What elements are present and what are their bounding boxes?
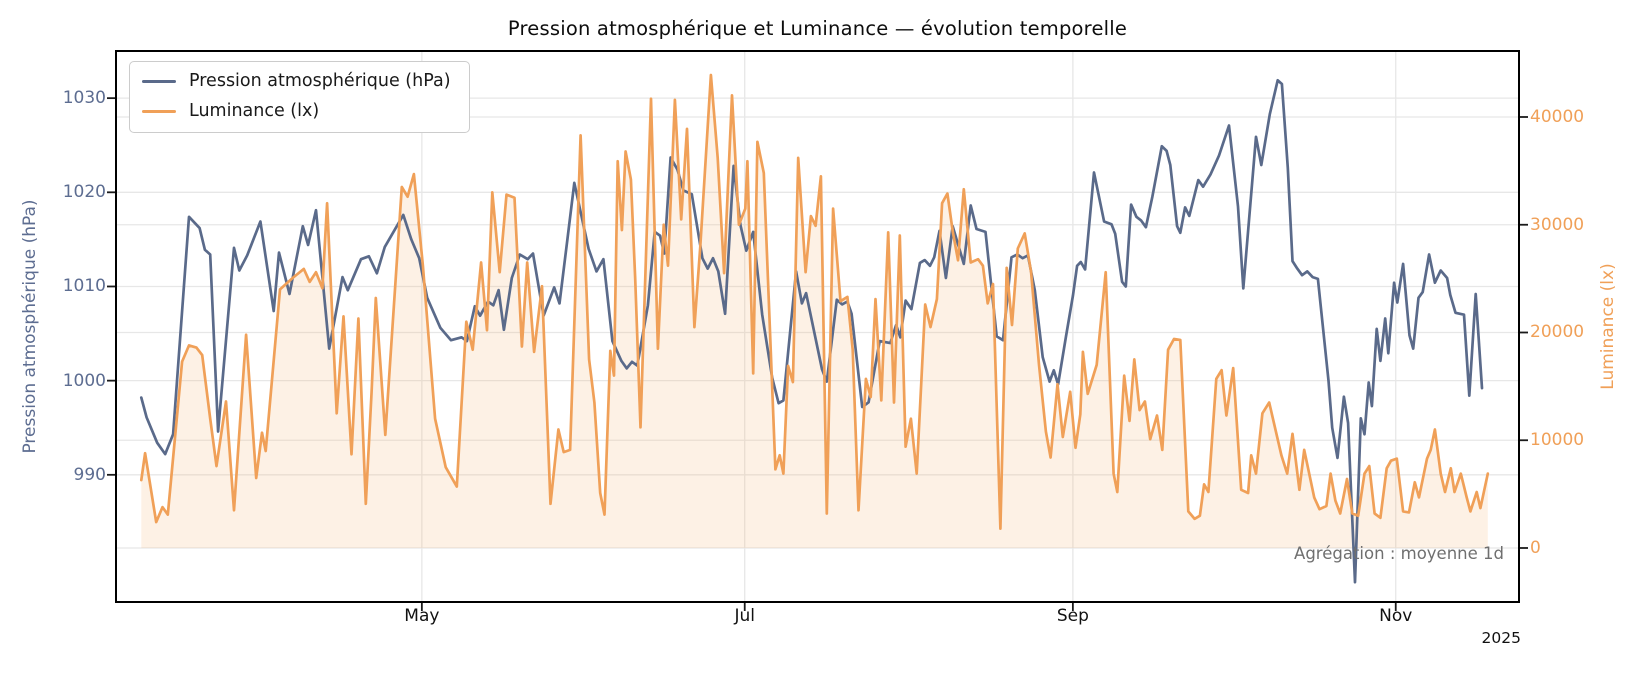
left-axis-title: Pression atmosphérique (hPa) bbox=[20, 199, 40, 454]
right-axis-tick-20000: 20000 bbox=[1530, 322, 1585, 343]
x-axis-tick-jul: Jul bbox=[734, 606, 755, 626]
right-axis-tick-40000: 40000 bbox=[1530, 106, 1585, 127]
left-axis-tick-1030: 1030 bbox=[62, 88, 106, 109]
right-axis-title: Luminance (lx) bbox=[1598, 263, 1618, 390]
right-axis-tick-0: 0 bbox=[1530, 537, 1541, 558]
right-axis-tick-10000: 10000 bbox=[1530, 430, 1585, 451]
x-axis-tick-may: May bbox=[404, 606, 440, 626]
x-axis-year-label: 2025 bbox=[1481, 629, 1521, 647]
chart-title: Pression atmosphérique et Luminance — év… bbox=[507, 17, 1128, 40]
left-axis-tick-990: 990 bbox=[73, 464, 106, 485]
left-axis-tick-1010: 1010 bbox=[62, 276, 106, 297]
legend-label-pressure: Pression atmosphérique (hPa) bbox=[189, 71, 451, 91]
aggregation-annotation: Agrégation : moyenne 1d bbox=[1294, 544, 1504, 563]
right-axis-tick-30000: 30000 bbox=[1530, 214, 1585, 235]
legend-label-luminance: Luminance (lx) bbox=[189, 101, 320, 121]
legend-swatch-pressure-line bbox=[142, 79, 176, 84]
left-axis-tick-1020: 1020 bbox=[62, 182, 106, 203]
x-axis-tick-nov: Nov bbox=[1379, 606, 1413, 626]
plot-area: Pression atmosphérique (hPa) Luminance (… bbox=[107, 50, 1528, 611]
legend: Pression atmosphérique (hPa) Luminance (… bbox=[129, 61, 470, 133]
x-axis-tick-sep: Sep bbox=[1056, 606, 1089, 626]
legend-swatch-luminance-line bbox=[142, 109, 176, 114]
legend-item-luminance: Luminance (lx) bbox=[142, 101, 451, 122]
left-axis-tick-1000: 1000 bbox=[62, 370, 106, 391]
pressure-line bbox=[139, 78, 1484, 584]
chart-canvas bbox=[107, 52, 1528, 611]
luminance-line bbox=[139, 73, 1490, 530]
legend-item-pressure: Pression atmosphérique (hPa) bbox=[142, 71, 451, 92]
luminance-area-fill bbox=[141, 75, 1488, 548]
